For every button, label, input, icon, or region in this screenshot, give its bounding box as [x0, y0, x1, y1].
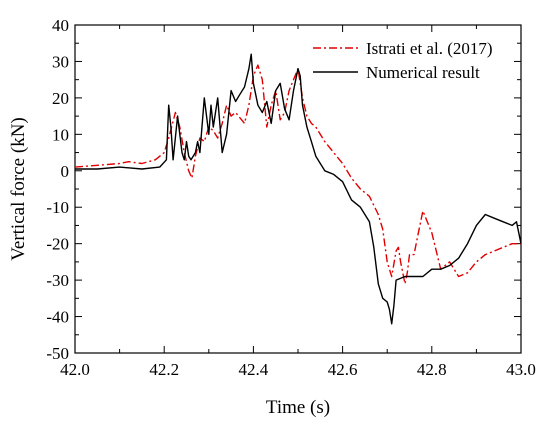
- y-tick-label: 0: [61, 162, 70, 181]
- x-tick-label: 42.6: [328, 360, 358, 379]
- legend-label-2: Numerical result: [366, 63, 480, 82]
- y-tick-label: 20: [52, 89, 69, 108]
- y-tick-label: 40: [52, 16, 69, 35]
- y-tick-label: -40: [46, 308, 69, 327]
- series-line-2: [75, 53, 522, 325]
- y-tick-label: 10: [52, 125, 69, 144]
- y-tick-label: -20: [46, 235, 69, 254]
- y-tick-label: -30: [46, 271, 69, 290]
- y-tick-label: 30: [52, 52, 69, 71]
- y-axis-title: Vertical force (kN): [8, 117, 29, 260]
- x-tick-label: 42.0: [60, 360, 90, 379]
- y-tick-label: -50: [46, 344, 69, 363]
- legend-label-1: Istrati et al. (2017): [366, 39, 493, 58]
- x-tick-label: 42.2: [149, 360, 179, 379]
- x-tick-label: 42.8: [417, 360, 447, 379]
- x-tick-label: 43.0: [506, 360, 536, 379]
- series-line-1: [74, 64, 521, 285]
- y-tick-label: -10: [46, 198, 69, 217]
- x-axis-title: Time (s): [266, 397, 330, 418]
- x-tick-label: 42.4: [239, 360, 269, 379]
